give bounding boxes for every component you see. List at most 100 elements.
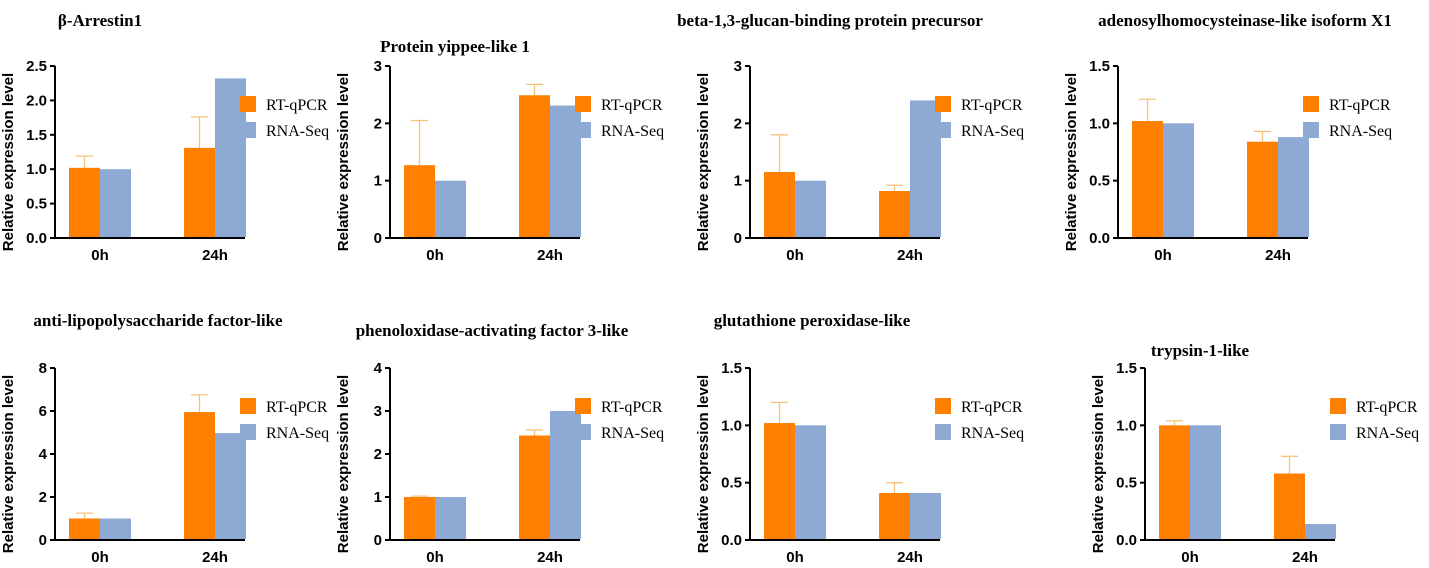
x-tick-label: 24h	[202, 247, 228, 264]
bar-rt-qpcr-0h	[69, 518, 100, 539]
y-axis-label: Relative expression level	[0, 375, 17, 553]
chart-title: adenosylhomocysteinase-like isoform X1	[1098, 11, 1392, 30]
bar-rna-seq-24h	[1305, 523, 1336, 539]
bar-rt-qpcr-24h	[879, 190, 910, 237]
chart-title: beta-1,3-glucan-binding protein precurso…	[677, 11, 983, 30]
y-tick-label: 0.0	[1116, 532, 1137, 549]
y-tick-label: 3	[374, 403, 382, 420]
y-tick-label: 8	[39, 360, 47, 377]
x-tick-label: 0h	[1154, 247, 1172, 264]
legend-swatch	[935, 398, 951, 414]
bar-rna-seq-0h	[100, 169, 131, 237]
legend-swatch	[1330, 424, 1346, 440]
x-tick-label: 0h	[786, 247, 804, 264]
x-tick-label: 24h	[537, 549, 563, 566]
y-tick-label: 0	[374, 532, 382, 549]
legend-label: RT-qPCR	[1329, 97, 1391, 114]
y-tick-label: 0	[374, 230, 382, 247]
bar-rt-qpcr-24h	[184, 147, 215, 237]
x-tick-label: 0h	[1181, 549, 1199, 566]
legend-swatch	[240, 96, 256, 112]
bar-rna-seq-24h	[1278, 137, 1309, 237]
y-tick-label: 2.5	[26, 58, 47, 75]
y-tick-label: 0	[734, 230, 742, 247]
legend-label: RT-qPCR	[961, 399, 1023, 416]
y-tick-label: 1.5	[1116, 360, 1137, 377]
y-tick-label: 0.5	[721, 475, 742, 492]
chart-title: phenoloxidase-activating factor 3-like	[356, 321, 629, 340]
y-axis-label: Relative expression level	[1090, 375, 1107, 553]
y-axis-label: Relative expression level	[0, 73, 17, 251]
bar-rt-qpcr-0h	[764, 423, 795, 539]
chart-title: glutathione peroxidase-like	[714, 311, 911, 330]
y-tick-label: 1	[374, 489, 382, 506]
legend-swatch	[935, 424, 951, 440]
bar-rna-seq-0h	[100, 518, 131, 539]
legend-label: RT-qPCR	[1356, 399, 1418, 416]
legend-label: RT-qPCR	[601, 97, 663, 114]
legend-label: RNA-Seq	[961, 425, 1024, 442]
bar-rna-seq-0h	[1163, 123, 1194, 237]
y-tick-label: 2	[39, 489, 47, 506]
y-tick-label: 6	[39, 403, 47, 420]
bar-rt-qpcr-24h	[519, 95, 550, 238]
bar-rna-seq-0h	[1190, 425, 1221, 539]
bar-rt-qpcr-24h	[879, 492, 910, 539]
y-axis-label: Relative expression level	[335, 73, 352, 251]
bar-rt-qpcr-0h	[69, 167, 100, 237]
legend-label: RNA-Seq	[266, 425, 329, 442]
bar-rna-seq-0h	[435, 497, 466, 539]
legend-swatch	[575, 398, 591, 414]
legend-swatch	[1303, 96, 1319, 112]
x-tick-label: 0h	[426, 549, 444, 566]
legend-label: RNA-Seq	[266, 123, 329, 140]
y-axis-label: Relative expression level	[695, 375, 712, 553]
chart-title: anti-lipopolysaccharide factor-like	[33, 311, 283, 330]
legend-label: RNA-Seq	[961, 123, 1024, 140]
bar-rna-seq-0h	[435, 180, 466, 237]
x-tick-label: 0h	[91, 247, 109, 264]
bar-rt-qpcr-24h	[1274, 473, 1305, 539]
y-tick-label: 1.0	[26, 161, 47, 178]
y-axis-label: Relative expression level	[695, 73, 712, 251]
y-tick-label: 2	[734, 115, 742, 132]
legend-swatch	[240, 122, 256, 138]
bar-rna-seq-24h	[910, 100, 941, 238]
y-tick-label: 1	[374, 173, 382, 190]
x-tick-label: 0h	[786, 549, 804, 566]
bar-rt-qpcr-0h	[1159, 425, 1190, 539]
x-tick-label: 24h	[202, 549, 228, 566]
bar-rt-qpcr-24h	[1247, 141, 1278, 237]
legend-swatch	[935, 96, 951, 112]
x-tick-label: 24h	[897, 549, 923, 566]
legend-label: RT-qPCR	[266, 97, 328, 114]
y-tick-label: 1.0	[721, 417, 742, 434]
x-tick-label: 24h	[537, 247, 563, 264]
y-tick-label: 0.0	[26, 230, 47, 247]
y-tick-label: 2	[374, 115, 382, 132]
y-axis-label: Relative expression level	[1063, 73, 1080, 251]
chart-title: β-Arrestin1	[58, 11, 142, 30]
y-tick-label: 1.5	[26, 127, 47, 144]
y-tick-label: 1	[734, 173, 742, 190]
y-tick-label: 3	[734, 58, 742, 75]
legend-label: RT-qPCR	[961, 97, 1023, 114]
legend-label: RNA-Seq	[601, 425, 664, 442]
bar-rna-seq-24h	[215, 433, 246, 539]
y-tick-label: 0.5	[26, 196, 47, 213]
y-tick-label: 0.0	[721, 532, 742, 549]
y-axis-label: Relative expression level	[335, 375, 352, 553]
y-tick-label: 1.0	[1116, 417, 1137, 434]
legend-label: RT-qPCR	[601, 399, 663, 416]
x-tick-label: 24h	[1265, 247, 1291, 264]
legend-swatch	[935, 122, 951, 138]
legend-swatch	[1303, 122, 1319, 138]
x-tick-label: 24h	[1292, 549, 1318, 566]
legend-swatch	[1330, 398, 1346, 414]
bar-rt-qpcr-0h	[404, 497, 435, 539]
y-tick-label: 3	[374, 58, 382, 75]
legend-label: RNA-Seq	[1356, 425, 1419, 442]
chart-title: trypsin-1-like	[1151, 341, 1250, 360]
legend-label: RNA-Seq	[1329, 123, 1392, 140]
